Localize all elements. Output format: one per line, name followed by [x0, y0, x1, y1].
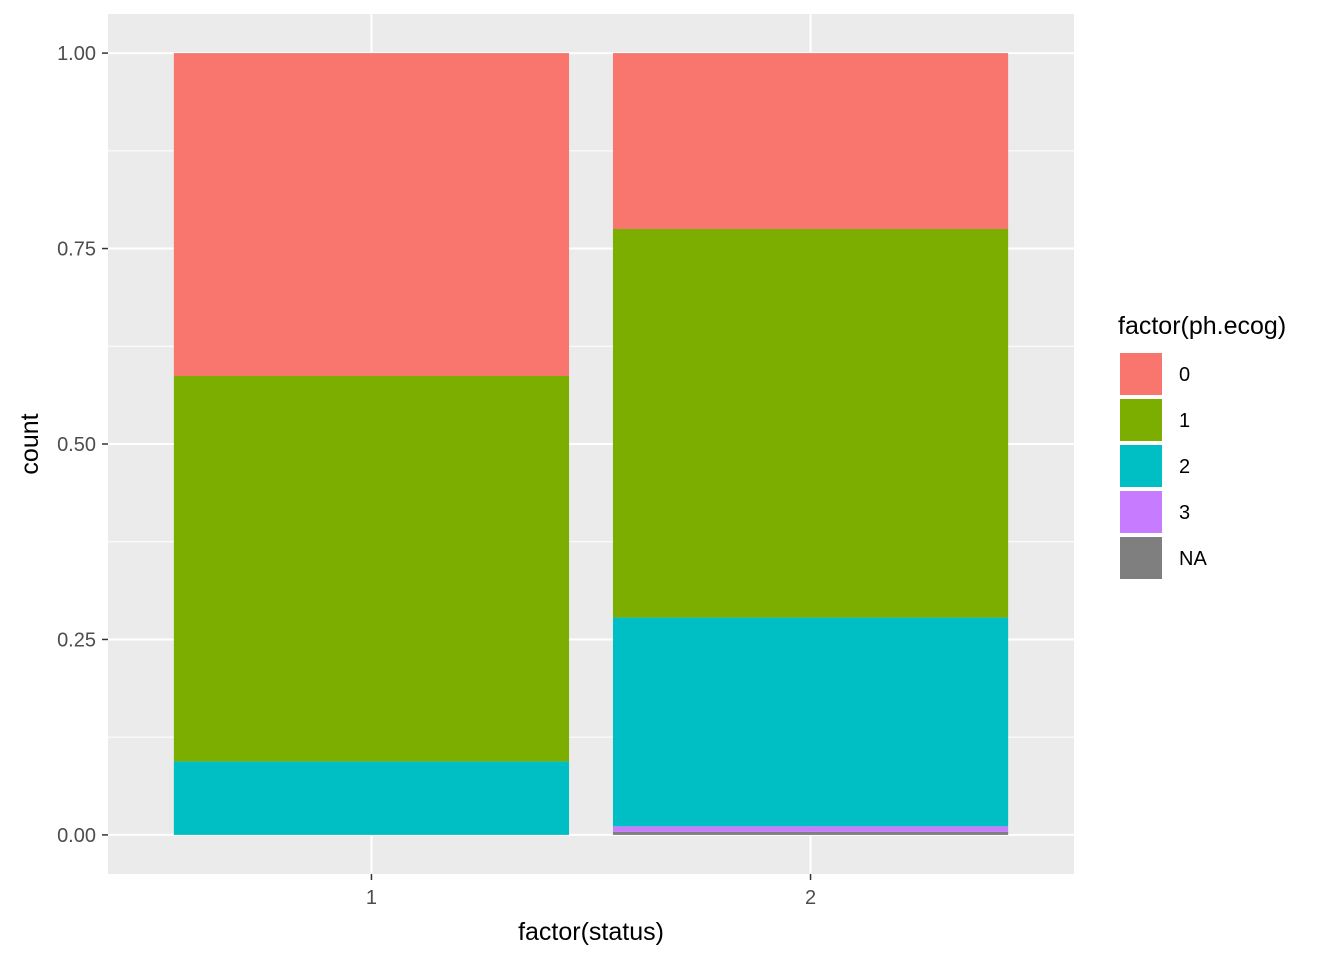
- legend-label: 1: [1179, 410, 1190, 432]
- y-tick-label: 0.25: [57, 629, 96, 651]
- legend-key: [1118, 489, 1164, 535]
- legend-label: 3: [1179, 502, 1190, 524]
- legend: factor(ph.ecog) 0 1 2 3 NA: [1118, 312, 1286, 581]
- bar-segment: [612, 53, 1009, 229]
- bar-segment: [612, 617, 1009, 827]
- y-axis-ticks: 0.00 0.25 0.50 0.75 1.00: [57, 43, 108, 847]
- bars: [173, 53, 1009, 835]
- legend-title: factor(ph.ecog): [1118, 312, 1286, 340]
- legend-key: [1118, 443, 1164, 489]
- bar-segment: [173, 761, 570, 835]
- legend-key: [1118, 397, 1164, 443]
- x-tick-label: 1: [366, 887, 377, 909]
- bar-segment: [612, 831, 1009, 835]
- legend-key: [1118, 351, 1164, 397]
- x-axis-title: factor(status): [518, 918, 664, 946]
- legend-label: NA: [1179, 548, 1207, 570]
- y-tick-label: 0.50: [57, 434, 96, 456]
- bar-segment: [612, 229, 1009, 618]
- bar-segment: [612, 826, 1009, 832]
- legend-items: 0 1 2 3 NA: [1118, 351, 1207, 581]
- y-tick-label: 0.00: [57, 825, 96, 847]
- x-tick-label: 2: [805, 887, 816, 909]
- legend-key: [1118, 535, 1164, 581]
- y-axis-title: count: [16, 413, 44, 474]
- bar-segment: [173, 375, 570, 762]
- y-tick-label: 0.75: [57, 239, 96, 261]
- legend-label: 0: [1179, 364, 1190, 386]
- y-tick-label: 1.00: [57, 43, 96, 65]
- bar-segment: [173, 53, 570, 376]
- legend-label: 2: [1179, 456, 1190, 478]
